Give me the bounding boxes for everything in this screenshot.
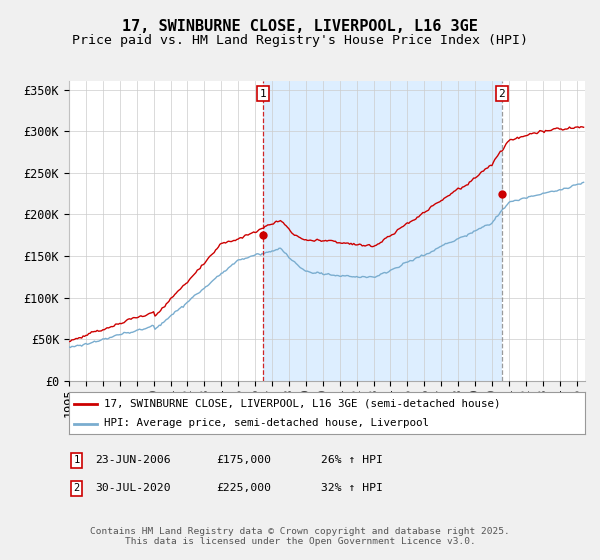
Text: 32% ↑ HPI: 32% ↑ HPI xyxy=(321,483,383,493)
Text: 30-JUL-2020: 30-JUL-2020 xyxy=(95,483,170,493)
Bar xyxy=(263,81,502,381)
Text: 26% ↑ HPI: 26% ↑ HPI xyxy=(321,455,383,465)
Text: £175,000: £175,000 xyxy=(216,455,271,465)
Text: 1: 1 xyxy=(260,88,266,99)
Text: 2: 2 xyxy=(74,483,80,493)
Text: 1: 1 xyxy=(74,455,80,465)
Text: 2: 2 xyxy=(499,88,505,99)
Text: HPI: Average price, semi-detached house, Liverpool: HPI: Average price, semi-detached house,… xyxy=(104,418,429,428)
Text: £225,000: £225,000 xyxy=(216,483,271,493)
Text: 17, SWINBURNE CLOSE, LIVERPOOL, L16 3GE: 17, SWINBURNE CLOSE, LIVERPOOL, L16 3GE xyxy=(122,20,478,34)
Text: Price paid vs. HM Land Registry's House Price Index (HPI): Price paid vs. HM Land Registry's House … xyxy=(72,34,528,48)
Text: 17, SWINBURNE CLOSE, LIVERPOOL, L16 3GE (semi-detached house): 17, SWINBURNE CLOSE, LIVERPOOL, L16 3GE … xyxy=(104,399,500,409)
Text: Contains HM Land Registry data © Crown copyright and database right 2025.
This d: Contains HM Land Registry data © Crown c… xyxy=(90,527,510,546)
Text: 23-JUN-2006: 23-JUN-2006 xyxy=(95,455,170,465)
